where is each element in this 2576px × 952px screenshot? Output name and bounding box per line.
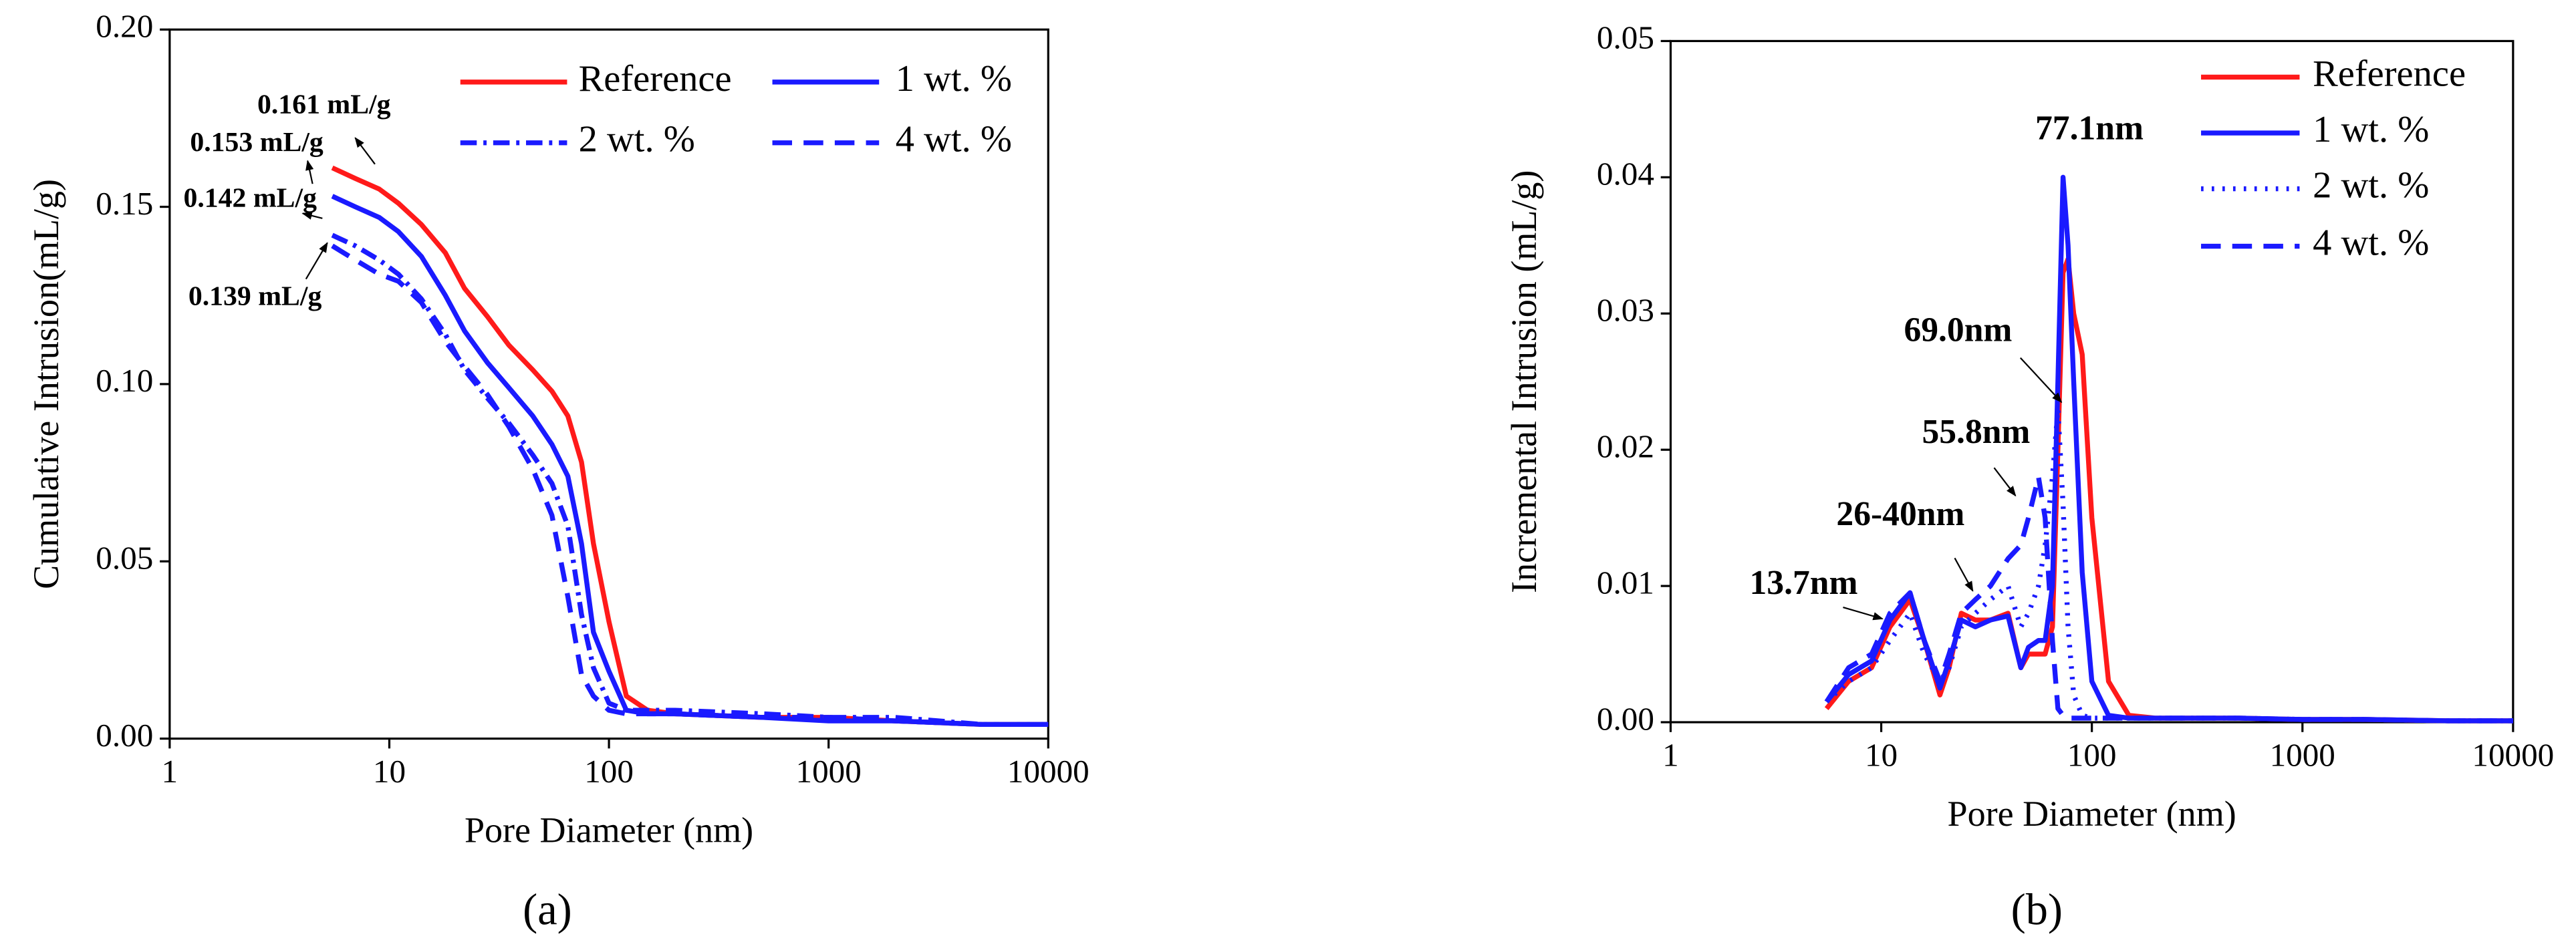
annotation: 77.1nm bbox=[2035, 109, 2144, 147]
x-axis-title: Pore Diameter (nm) bbox=[465, 810, 753, 850]
annotation-arrow bbox=[1993, 467, 2017, 497]
annotation: 69.0nm bbox=[1904, 311, 2012, 349]
x-tick-label: 1 bbox=[162, 753, 178, 790]
y-axis-title: Cumulative Intrusion(mL/g) bbox=[26, 179, 66, 589]
series-line bbox=[331, 194, 1049, 728]
series-line bbox=[331, 232, 1049, 728]
annotation-arrow bbox=[305, 160, 314, 184]
chart-panel: 1 10 100 1000 10000 0.00 0.05 0.10 0.15 0.20 Pore … bbox=[26, 8, 1089, 935]
y-tick-label: 0.05 bbox=[96, 540, 153, 577]
legend-label: 4 wt. % bbox=[896, 119, 1012, 160]
annotation-arrow bbox=[2019, 357, 2063, 404]
legend-label: Reference bbox=[2313, 53, 2466, 94]
series-line bbox=[331, 165, 1049, 728]
x-tick-label: 1 bbox=[1662, 736, 1679, 773]
x-axis-title: Pore Diameter (nm) bbox=[1948, 794, 2236, 834]
y-tick-label: 0.00 bbox=[1597, 700, 1654, 737]
x-tick-label: 100 bbox=[2067, 736, 2117, 773]
annotation: 26-40nm bbox=[1836, 495, 1964, 533]
y-tick-label: 0.10 bbox=[96, 362, 153, 399]
y-axis-title: Incremental Intrusion (mL/g) bbox=[1504, 170, 1544, 593]
y-tick-label: 0.04 bbox=[1597, 156, 1654, 192]
annotation: 0.153 mL/g bbox=[190, 127, 324, 158]
y-tick-label: 0.05 bbox=[1597, 19, 1654, 56]
y-tick-label: 0.00 bbox=[96, 717, 153, 754]
chart-panel: 1 10 100 1000 10000 0.00 0.01 0.02 0.03 0.04 0.05 P… bbox=[1504, 19, 2554, 935]
x-tick-label: 1000 bbox=[796, 753, 862, 790]
legend-label: 2 wt. % bbox=[2313, 165, 2429, 206]
annotation: 0.161 mL/g bbox=[257, 89, 391, 120]
annotation-arrow bbox=[301, 211, 323, 220]
annotation-arrow bbox=[354, 137, 376, 165]
legend-label: 4 wt. % bbox=[2313, 222, 2429, 264]
series-line bbox=[1824, 474, 2513, 724]
legend-label: Reference bbox=[579, 58, 732, 100]
annotation-arrow bbox=[305, 242, 328, 280]
panel-label: (b) bbox=[2011, 886, 2063, 935]
legend-label: 2 wt. % bbox=[579, 119, 695, 160]
y-tick-label: 0.01 bbox=[1597, 564, 1654, 601]
x-tick-label: 10000 bbox=[2472, 736, 2554, 773]
series-line bbox=[331, 243, 1049, 728]
panel-label: (a) bbox=[523, 886, 572, 935]
series-line bbox=[1825, 406, 2513, 724]
y-tick-label: 0.03 bbox=[1597, 292, 1654, 329]
y-tick-label: 0.20 bbox=[96, 8, 153, 45]
y-tick-label: 0.02 bbox=[1597, 428, 1654, 464]
annotation: 0.139 mL/g bbox=[188, 281, 322, 312]
x-tick-label: 1000 bbox=[2270, 736, 2335, 773]
annotation-arrow bbox=[1843, 606, 1884, 621]
annotation-arrow bbox=[1954, 557, 1974, 592]
plot-frame bbox=[1669, 39, 2515, 724]
annotation: 55.8nm bbox=[1922, 413, 2030, 451]
legend-label: 1 wt. % bbox=[896, 58, 1012, 100]
annotation: 0.142 mL/g bbox=[183, 182, 317, 213]
annotation: 13.7nm bbox=[1750, 564, 1858, 602]
legend-label: 1 wt. % bbox=[2313, 109, 2429, 150]
x-tick-label: 10 bbox=[373, 753, 406, 790]
x-tick-label: 100 bbox=[584, 753, 634, 790]
x-tick-label: 10 bbox=[1865, 736, 1898, 773]
x-tick-label: 10000 bbox=[1007, 753, 1089, 790]
y-tick-label: 0.15 bbox=[96, 185, 153, 222]
